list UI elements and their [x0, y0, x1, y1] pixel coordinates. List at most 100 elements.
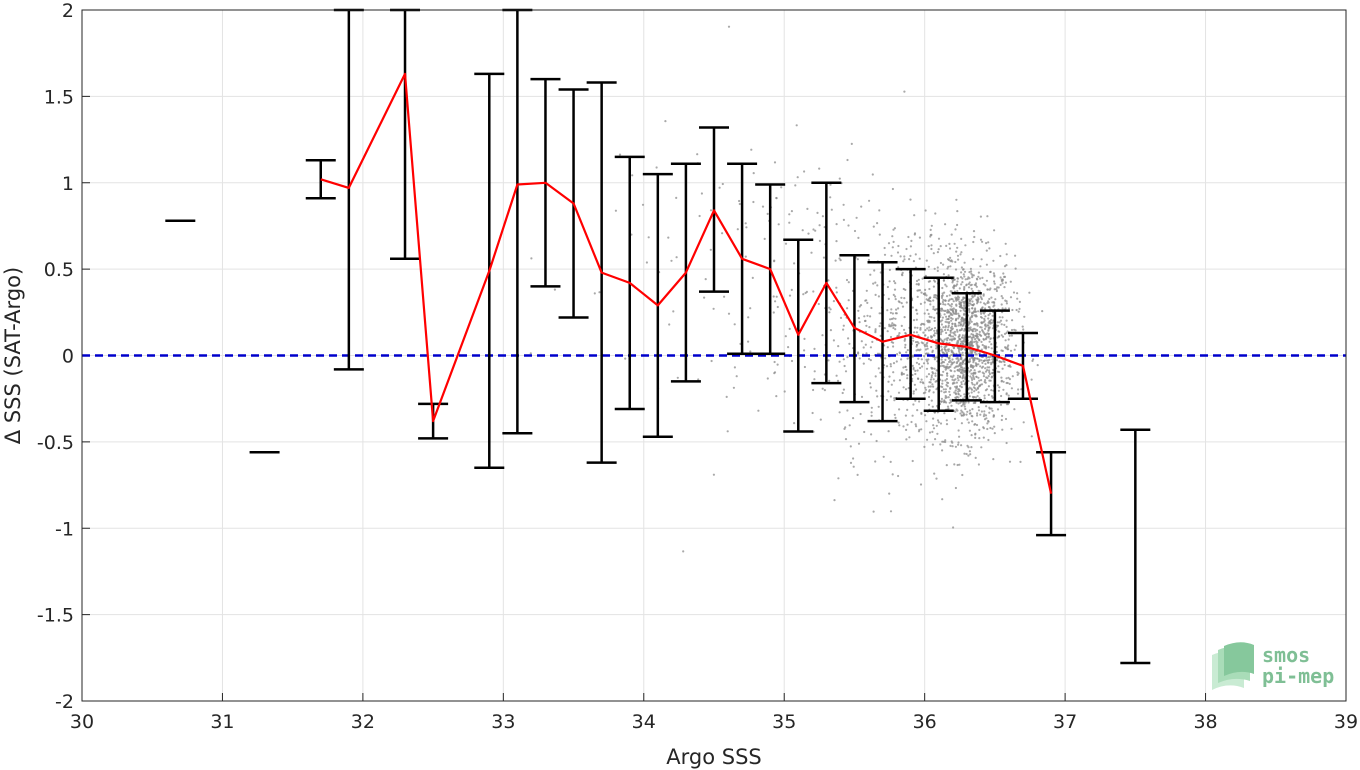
scatter-point: [964, 278, 967, 281]
scatter-point: [989, 426, 992, 430]
scatter-point: [838, 257, 841, 260]
scatter-point: [976, 387, 980, 390]
scatter-point: [865, 324, 868, 327]
scatter-point: [956, 330, 959, 333]
scatter-point: [912, 392, 915, 395]
scatter-point: [682, 550, 685, 553]
scatter-point: [969, 375, 972, 378]
scatter-point: [977, 370, 980, 373]
scatter-point: [911, 306, 914, 309]
scatter-point: [982, 415, 986, 418]
scatter-point: [977, 463, 981, 466]
scatter-point: [978, 397, 981, 400]
scatter-point: [949, 326, 953, 329]
scatter-point: [974, 310, 977, 313]
scatter-point: [892, 371, 895, 374]
scatter-point: [1014, 254, 1017, 257]
scatter-point: [953, 278, 956, 281]
scatter-point: [952, 374, 955, 377]
scatter-point: [828, 311, 831, 314]
scatter-point: [968, 320, 971, 323]
scatter-point: [773, 260, 776, 263]
scatter-point: [953, 284, 956, 287]
scatter-point: [972, 334, 975, 337]
scatter-point: [987, 385, 991, 388]
y-tick-label: 1: [62, 173, 74, 195]
scatter-point: [960, 283, 963, 286]
scatter-point: [942, 326, 945, 329]
scatter-point: [924, 386, 927, 389]
scatter-point: [892, 293, 895, 296]
scatter-point: [921, 342, 925, 345]
scatter-point: [842, 388, 846, 391]
scatter-point: [956, 374, 960, 377]
scatter-point: [963, 312, 966, 315]
scatter-point: [879, 334, 882, 337]
scatter-point: [949, 265, 952, 268]
scatter-point: [1036, 364, 1039, 367]
scatter-point: [988, 340, 991, 343]
scatter-point: [971, 328, 974, 331]
scatter-point: [939, 338, 943, 341]
scatter-point: [893, 413, 896, 416]
scatter-point: [883, 246, 886, 250]
scatter-point: [883, 253, 887, 256]
scatter-point: [871, 173, 874, 176]
scatter-point: [977, 337, 980, 340]
scatter-point: [1011, 308, 1014, 312]
scatter-point: [956, 254, 960, 257]
scatter-point: [897, 266, 900, 269]
scatter-point: [1010, 328, 1014, 332]
scatter-point: [983, 332, 986, 335]
scatter-point: [969, 369, 973, 372]
scatter-point: [933, 367, 936, 370]
scatter-point: [980, 366, 984, 369]
scatter-point: [822, 256, 826, 259]
scatter-point: [993, 288, 996, 291]
scatter-point: [965, 452, 968, 456]
scatter-point: [891, 324, 895, 327]
scatter-point: [838, 177, 841, 180]
scatter-point: [943, 313, 946, 316]
scatter-point: [949, 359, 952, 362]
scatter-point: [886, 285, 890, 289]
scatter-point: [863, 430, 866, 434]
scatter-point: [991, 314, 994, 317]
scatter-point: [928, 287, 931, 291]
scatter-point: [976, 412, 979, 415]
scatter-point: [947, 326, 950, 329]
scatter-point: [958, 463, 961, 466]
scatter-point: [954, 322, 957, 325]
scatter-point: [955, 297, 958, 301]
scatter-point: [953, 361, 956, 364]
scatter-point: [894, 312, 898, 315]
scatter-point: [931, 372, 935, 375]
scatter-point: [943, 366, 946, 369]
scatter-point: [1007, 344, 1010, 347]
scatter-point: [941, 286, 944, 290]
scatter-point: [530, 257, 533, 260]
scatter-point: [834, 259, 837, 262]
scatter-point: [751, 276, 754, 279]
scatter-point: [953, 312, 956, 315]
scatter-point: [897, 391, 901, 394]
scatter-point: [929, 228, 932, 231]
scatter-point: [910, 420, 913, 424]
scatter-point: [968, 395, 971, 398]
scatter-point: [967, 421, 970, 424]
scatter-point: [939, 245, 942, 248]
scatter-point: [852, 465, 855, 468]
scatter-point: [971, 296, 974, 299]
scatter-point: [1011, 375, 1014, 378]
scatter-point: [803, 170, 806, 173]
scatter-point: [947, 350, 950, 353]
scatter-point: [982, 283, 985, 286]
scatter-point: [985, 335, 988, 338]
scatter-point: [860, 340, 863, 343]
scatter-point: [931, 405, 934, 408]
scatter-point: [984, 414, 988, 417]
x-tick-label: 35: [772, 711, 796, 733]
scatter-point: [978, 379, 981, 382]
scatter-point: [894, 282, 897, 285]
scatter-point: [947, 317, 950, 321]
